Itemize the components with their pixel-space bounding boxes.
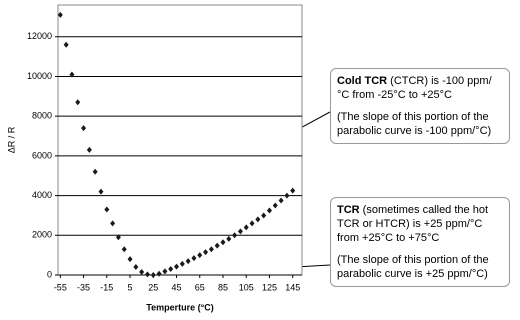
point (220, 239, 226, 246)
x-tick-label: 45 (172, 282, 182, 292)
point (278, 197, 284, 204)
y-tick-label: 12000 (27, 31, 52, 41)
point (104, 206, 110, 213)
point (121, 246, 127, 253)
point (261, 212, 267, 219)
point (174, 263, 180, 270)
y-tick-label: 10000 (27, 71, 52, 81)
annotation-text: (CTCR) is -100 ppm/°C from -25°C to +25°… (337, 75, 492, 101)
point (81, 125, 87, 132)
y-tick-label: 8000 (32, 111, 52, 121)
point (156, 270, 162, 277)
point (226, 235, 232, 242)
annotation-bold: TCR (337, 204, 360, 216)
point (127, 256, 133, 263)
x-tick-label: -55 (54, 282, 67, 292)
point (185, 258, 191, 265)
point (203, 249, 209, 256)
annotation-box: Cold TCR (CTCR) is -100 ppm/°C from -25°… (330, 68, 510, 144)
point (179, 260, 185, 267)
annotation-bold: Cold TCR (337, 75, 388, 87)
annotation-text: (sometimes called the hot TCR or HTCR) i… (337, 204, 488, 244)
point (214, 242, 220, 249)
point (144, 271, 150, 278)
point (255, 216, 261, 223)
x-tick-label: 145 (285, 282, 300, 292)
x-tick-label: -35 (77, 282, 90, 292)
y-tick-label: 2000 (32, 230, 52, 240)
point (92, 168, 98, 175)
point (208, 246, 214, 253)
x-tick-label: 105 (239, 282, 254, 292)
point (63, 41, 69, 48)
point (168, 266, 174, 273)
point (110, 220, 116, 227)
x-tick-label: 125 (262, 282, 277, 292)
x-tick-label: 65 (195, 282, 205, 292)
annotation-note: (The slope of this portion of the parabo… (337, 254, 489, 280)
point (150, 272, 156, 278)
x-axis-label: Temperture (°C) (146, 302, 213, 312)
y-tick-label: 0 (47, 269, 52, 279)
point (191, 255, 197, 262)
point (86, 146, 92, 153)
x-tick-label: 5 (128, 282, 133, 292)
plot-area (57, 4, 303, 276)
x-tick-label: 25 (148, 282, 158, 292)
y-tick-label: 6000 (32, 150, 52, 160)
point (237, 228, 243, 235)
y-tick-label: 4000 (32, 190, 52, 200)
point (272, 202, 278, 209)
point (249, 220, 255, 227)
point (284, 192, 290, 199)
point (197, 252, 203, 259)
point (75, 99, 81, 106)
x-tick-label: 85 (218, 282, 228, 292)
point (290, 187, 296, 194)
point (232, 232, 238, 239)
point (57, 11, 63, 18)
x-tick-label: -15 (100, 282, 113, 292)
point (69, 71, 75, 78)
point (266, 207, 272, 214)
point (115, 234, 121, 241)
point (133, 264, 139, 271)
point (139, 269, 145, 276)
y-axis-label: ΔR / R (6, 126, 16, 153)
annotation-note: (The slope of this portion of the parabo… (337, 111, 492, 137)
point (162, 268, 168, 275)
point (243, 224, 249, 231)
annotation-box: TCR (sometimes called the hot TCR or HTC… (330, 197, 510, 287)
point (98, 188, 104, 195)
